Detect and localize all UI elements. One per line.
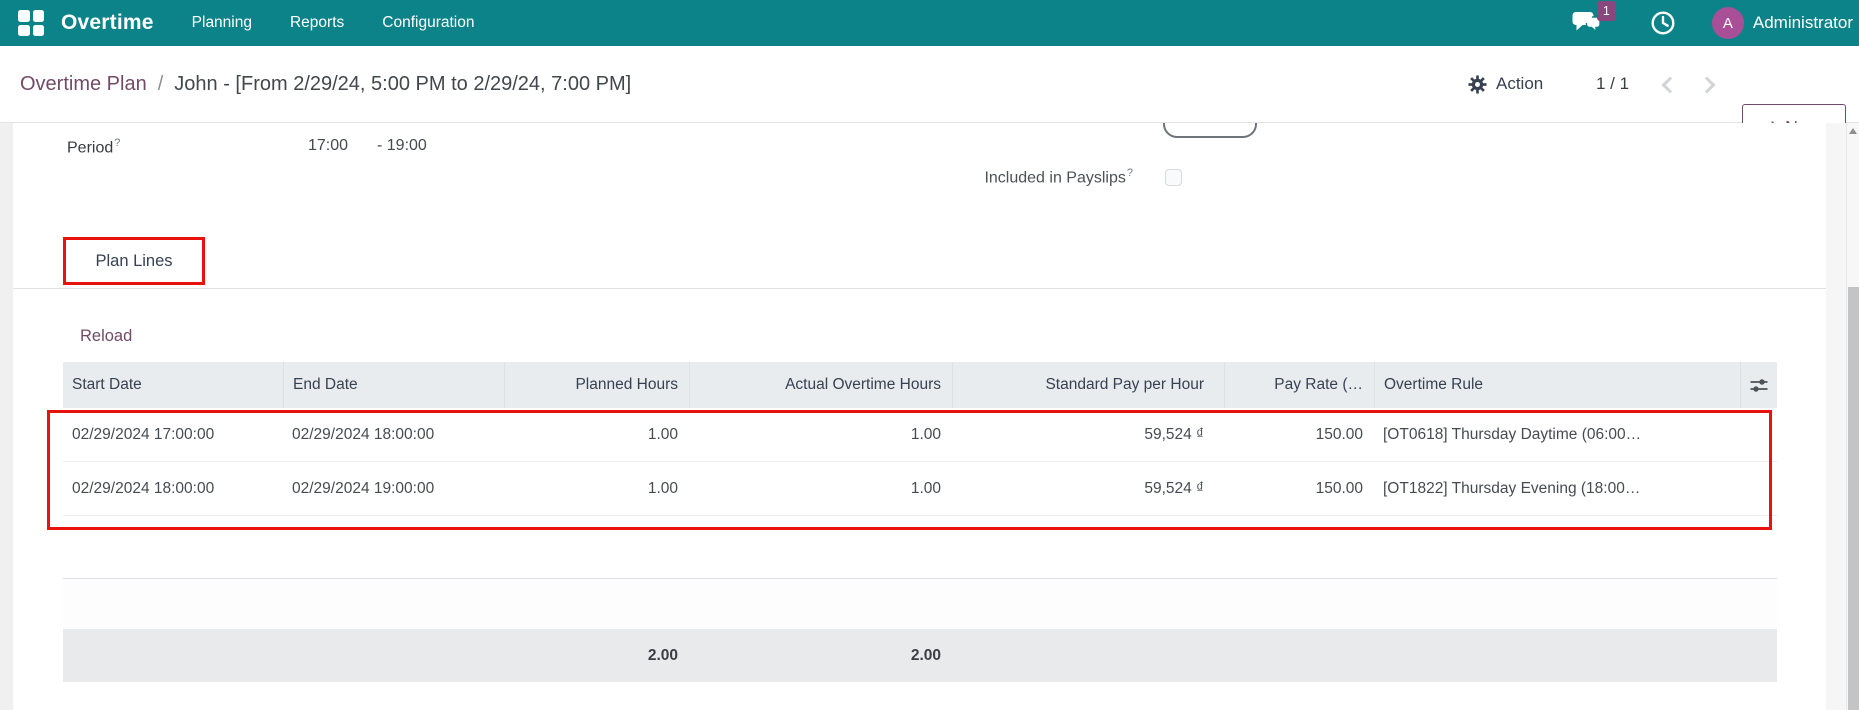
- total-actual-overtime-hours: 2.00: [910, 646, 941, 664]
- column-header-standard-pay[interactable]: Standard Pay per Hour: [952, 362, 1224, 408]
- cell-actual-overtime-hours[interactable]: 1.00: [910, 425, 941, 443]
- period-field-label[interactable]: Period?: [67, 137, 121, 157]
- messages-count-badge: 1: [1596, 1, 1616, 21]
- cell-actual-overtime-hours[interactable]: 1.00: [910, 479, 941, 497]
- total-planned-hours: 2.00: [647, 646, 678, 664]
- tab-plan-lines[interactable]: Plan Lines: [63, 237, 205, 285]
- avatar-initial: A: [1722, 14, 1733, 32]
- form-sheet: Period? 17:00 - 19:00 Included in Paysli…: [0, 123, 1846, 710]
- table-row[interactable]: 02/29/2024 18:00:00 02/29/2024 19:00:00 …: [63, 462, 1777, 516]
- help-question-icon: ?: [1126, 167, 1133, 179]
- plan-lines-table: Start Date End Date Planned Hours Actual…: [63, 362, 1777, 530]
- cell-start-date[interactable]: 02/29/2024 18:00:00: [72, 479, 215, 497]
- column-header-actual-overtime-hours[interactable]: Actual Overtime Hours: [689, 362, 952, 408]
- column-header-pay-rate[interactable]: Pay Rate (…: [1224, 362, 1374, 408]
- next-row-sliver: [63, 516, 1777, 530]
- period-to-input[interactable]: - 19:00: [377, 137, 427, 154]
- navbar-right-zone: 1 A Administrator: [1572, 1, 1853, 39]
- cell-row-options: [1740, 462, 1777, 515]
- help-question-icon: ?: [114, 137, 121, 149]
- column-header-planned-hours[interactable]: Planned Hours: [504, 362, 689, 408]
- optional-columns-button[interactable]: [1740, 362, 1777, 408]
- period-from-input[interactable]: 17:00: [308, 137, 349, 154]
- column-header-end-date[interactable]: End Date: [283, 362, 504, 408]
- column-header-start-date[interactable]: Start Date: [72, 376, 142, 393]
- cell-planned-hours[interactable]: 1.00: [647, 479, 678, 497]
- cell-overtime-rule[interactable]: [OT0618] Thursday Daytime (06:00…: [1383, 425, 1642, 443]
- table-empty-add-row[interactable]: [63, 578, 1777, 629]
- cell-row-options: [1740, 408, 1777, 461]
- table-row[interactable]: 02/29/2024 17:00:00 02/29/2024 18:00:00 …: [63, 408, 1777, 462]
- user-avatar[interactable]: A: [1711, 7, 1744, 39]
- scrollbar-up-arrow-icon[interactable]: [1849, 128, 1857, 134]
- tab-plan-lines-label: Plan Lines: [95, 251, 173, 270]
- apps-grid-icon[interactable]: [18, 10, 44, 36]
- sheet-left-margin: [0, 123, 13, 710]
- action-label: Action: [1496, 74, 1544, 93]
- cell-planned-hours[interactable]: 1.00: [647, 425, 678, 443]
- included-in-payslips-checkbox[interactable]: [1165, 169, 1182, 186]
- app-brand[interactable]: Overtime: [61, 11, 154, 34]
- nav-item-reports[interactable]: Reports: [289, 14, 345, 31]
- sliders-icon: [1750, 378, 1768, 392]
- cell-end-date[interactable]: 02/29/2024 18:00:00: [292, 425, 435, 443]
- nav-item-planning[interactable]: Planning: [191, 14, 252, 31]
- breadcrumb-current-record: John - [From 2/29/24, 5:00 PM to 2/29/24…: [174, 72, 632, 95]
- breadcrumb: Overtime Plan / John - [From 2/29/24, 5:…: [20, 46, 631, 122]
- cell-pay-rate[interactable]: 150.00: [1315, 425, 1363, 443]
- column-header-overtime-rule[interactable]: Overtime Rule: [1374, 362, 1740, 408]
- cell-end-date[interactable]: 02/29/2024 19:00:00: [292, 479, 435, 497]
- notebook-divider: [13, 288, 1826, 289]
- cell-standard-pay[interactable]: 59,524 ₫: [1144, 425, 1204, 443]
- table-totals-row: 2.00 2.00: [63, 629, 1777, 682]
- top-navbar: Overtime Planning Reports Configuration …: [0, 0, 1859, 46]
- activities-clock-icon[interactable]: [1650, 10, 1676, 36]
- gear-icon: [1468, 74, 1487, 94]
- included-in-payslips-label[interactable]: Included in Payslips?: [984, 167, 1133, 187]
- table-header-row: Start Date End Date Planned Hours Actual…: [63, 362, 1777, 408]
- cell-overtime-rule[interactable]: [OT1822] Thursday Evening (18:00…: [1383, 479, 1641, 497]
- cell-start-date[interactable]: 02/29/2024 17:00:00: [72, 425, 215, 443]
- breadcrumb-separator: /: [157, 72, 164, 95]
- breadcrumb-overtime-plan[interactable]: Overtime Plan: [20, 72, 147, 95]
- control-panel: Overtime Plan / John - [From 2/29/24, 5:…: [0, 46, 1859, 152]
- action-menu-button[interactable]: Action: [1468, 46, 1543, 122]
- nav-item-configuration[interactable]: Configuration: [382, 14, 475, 31]
- pager-previous-icon[interactable]: [1661, 76, 1679, 94]
- cell-pay-rate[interactable]: 150.00: [1315, 479, 1363, 497]
- cell-standard-pay[interactable]: 59,524 ₫: [1144, 479, 1204, 497]
- scrollbar-thumb[interactable]: [1848, 287, 1859, 710]
- reload-button[interactable]: Reload: [80, 327, 133, 345]
- truncated-stat-button[interactable]: [1163, 123, 1257, 138]
- vertical-scrollbar[interactable]: [1846, 123, 1859, 710]
- sheet-right-margin: [1826, 123, 1846, 710]
- messages-icon[interactable]: 1: [1572, 1, 1616, 36]
- user-menu[interactable]: Administrator: [1752, 13, 1853, 32]
- pager-next-icon[interactable]: [1698, 76, 1716, 94]
- record-pager: 1 / 1: [1596, 74, 1630, 93]
